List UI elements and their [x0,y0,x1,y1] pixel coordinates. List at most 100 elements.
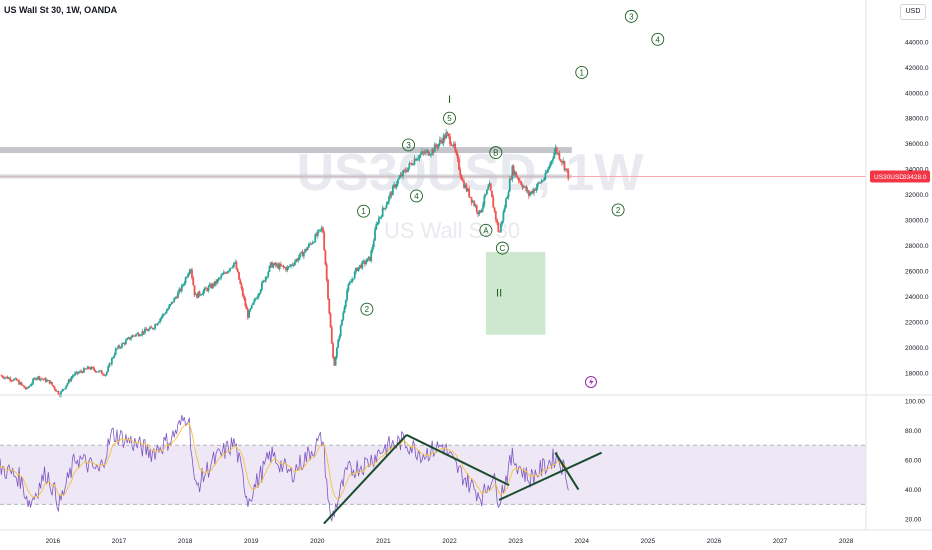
price-tick-label: 34000.0 [905,167,929,174]
candle-body [450,143,453,146]
watermark-name: US Wall St 30 [384,218,520,243]
candle-body [255,298,258,300]
candle-body [229,268,232,271]
candle-body [367,256,370,259]
candle-body [13,379,15,381]
time-axis[interactable]: 2016 2017 2018 2019 2020 2021 2022 2023 2024 2025… [46,538,854,545]
candle-body [352,278,355,280]
candle-body [146,330,149,332]
candle-body [337,339,340,348]
candle-body [191,269,193,278]
candle-body [472,201,474,203]
candle-body [227,270,230,272]
candle-body [343,306,346,313]
candle-body [503,207,506,212]
candle-body [529,193,532,196]
candle-body [66,383,69,386]
candle-body [263,280,266,282]
candle-body [486,189,488,195]
candle-body [315,234,318,236]
candle-body [493,207,496,212]
candle-body [438,139,441,144]
candle-body [109,363,112,365]
candle-body [5,376,8,378]
candle-body [329,313,332,328]
candle-body [386,201,389,205]
candle-body [305,248,308,251]
candle-body [281,265,284,267]
candle-body [169,303,172,306]
candle-body [545,172,548,174]
candle-body [389,192,392,197]
candle-body [398,177,401,180]
candle-body [538,182,540,184]
candle-body [561,160,563,163]
candle-body [566,168,568,171]
candle-body [365,261,368,264]
candle-body [311,242,314,245]
candle-body [370,251,373,261]
candle-body [46,380,48,382]
candle-body [341,319,343,326]
candle-body [299,253,301,258]
rsi-axis: 20.00 40.00 60.00 80.00 100.00 [905,398,925,523]
candle-body [72,375,75,377]
candle-body [202,290,205,295]
candle-body [163,313,165,315]
wave-circle [489,146,503,160]
time-tick-label: 2016 [46,538,61,545]
candle-body [410,163,413,165]
candle-body [75,371,78,374]
rsi-tick-label: 60.00 [905,458,922,465]
candle-body [510,178,512,180]
candle-body [313,242,315,243]
candle-body [290,264,293,267]
candle-body [240,283,243,289]
candle-body [179,288,182,292]
candle-body [324,250,327,265]
candle-body [142,331,145,334]
candle-body [563,161,566,170]
candle-body [405,171,408,173]
candle-body [18,380,20,385]
resistance-zone [0,147,572,154]
candle-body [166,308,169,311]
candle-body [407,167,409,172]
candle-body [502,211,505,221]
candle-body [264,277,267,282]
currency-button[interactable]: USD [900,4,926,20]
candle-body [555,147,558,154]
candle-body [196,293,198,298]
candle-body [363,260,366,264]
candle-body [393,184,395,187]
candle-body [16,380,19,382]
candle-body [444,135,446,139]
candle-body [522,186,525,188]
candle-body [342,312,345,320]
candle-body [501,220,504,225]
candle-body [384,208,387,210]
candle-body [94,370,97,372]
candle-body [89,368,92,370]
candle-body [516,176,519,178]
candle-body [126,338,129,341]
candle-body [42,379,45,380]
candle-body [145,328,148,331]
candle-body [47,380,50,381]
wave-circle [479,223,493,237]
lightning-icon[interactable] [585,376,597,388]
candle-body [366,258,369,262]
candle-body [249,308,252,311]
candle-body [526,190,529,192]
candle-body [355,267,357,272]
candle-body [124,340,127,345]
price-axis[interactable]: 18000.0 20000.0 22000.0 24000.0 26000.0 28000… [905,39,929,377]
candle-body [482,204,484,210]
candle-body [394,184,397,188]
candle-body [338,336,341,340]
candle-body [344,300,347,307]
candle-body [300,251,303,254]
candle-body [478,210,481,215]
candle-body [499,224,502,232]
